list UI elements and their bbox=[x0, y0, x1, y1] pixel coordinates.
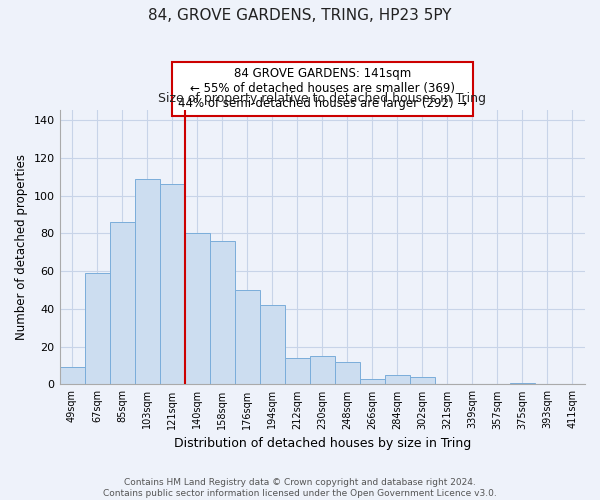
Bar bbox=[134, 178, 160, 384]
Bar bbox=[310, 356, 335, 384]
Bar bbox=[410, 377, 435, 384]
Bar bbox=[360, 379, 385, 384]
Bar bbox=[110, 222, 134, 384]
Bar bbox=[285, 358, 310, 384]
Bar bbox=[385, 375, 410, 384]
Bar bbox=[59, 368, 85, 384]
Text: 84, GROVE GARDENS, TRING, HP23 5PY: 84, GROVE GARDENS, TRING, HP23 5PY bbox=[148, 8, 452, 22]
Text: Contains HM Land Registry data © Crown copyright and database right 2024.
Contai: Contains HM Land Registry data © Crown c… bbox=[103, 478, 497, 498]
Bar bbox=[85, 273, 110, 384]
Bar bbox=[260, 305, 285, 384]
Bar bbox=[510, 382, 535, 384]
Bar bbox=[185, 234, 209, 384]
Bar bbox=[335, 362, 360, 384]
X-axis label: Distribution of detached houses by size in Tring: Distribution of detached houses by size … bbox=[173, 437, 471, 450]
Bar bbox=[235, 290, 260, 384]
Bar bbox=[160, 184, 185, 384]
Title: Size of property relative to detached houses in Tring: Size of property relative to detached ho… bbox=[158, 92, 486, 105]
Y-axis label: Number of detached properties: Number of detached properties bbox=[15, 154, 28, 340]
Text: 84 GROVE GARDENS: 141sqm
← 55% of detached houses are smaller (369)
44% of semi-: 84 GROVE GARDENS: 141sqm ← 55% of detach… bbox=[178, 68, 467, 110]
Bar bbox=[209, 241, 235, 384]
